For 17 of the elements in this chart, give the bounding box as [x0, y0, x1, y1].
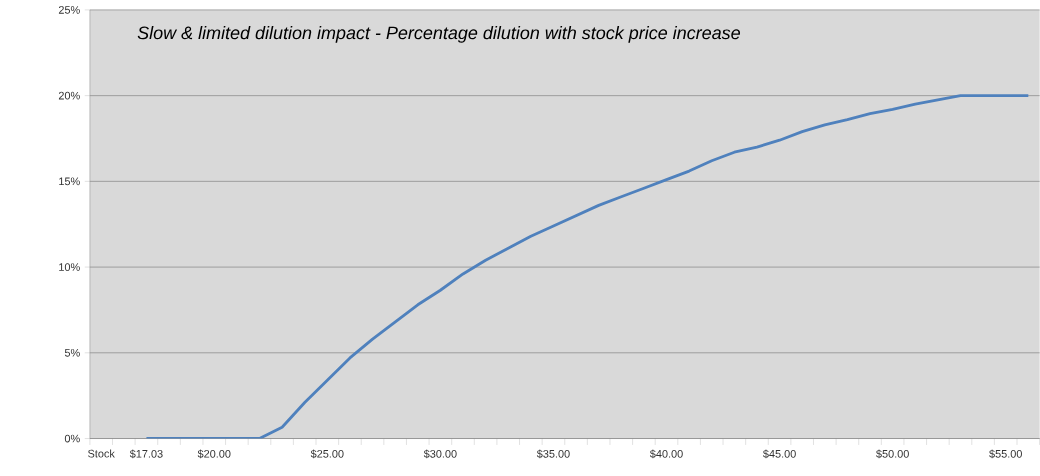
- x-tick-label: $50.00: [876, 449, 909, 459]
- x-tick-label: $40.00: [649, 449, 683, 459]
- y-tick-label: 15%: [59, 177, 80, 186]
- text: Slow & limited dilution impact - Percentage dilution with stock price increase: [137, 26, 741, 43]
- x-tick-label: $17.03: [129, 449, 163, 459]
- x-tick-label: $20.00: [197, 449, 231, 459]
- x-tick-label: $30.00: [423, 449, 457, 459]
- y-tick-label: 25%: [58, 6, 80, 14]
- x-tick-label: $25.00: [310, 449, 344, 459]
- x-tick-label: Stock: [88, 449, 115, 458]
- y-tick-label: 0%: [64, 434, 80, 443]
- x-tick-label: $35.00: [536, 449, 570, 459]
- x-tick-label: $55.00: [989, 449, 1022, 459]
- y-tick-label: 10%: [59, 263, 80, 272]
- y-tick-label: 5%: [64, 349, 80, 357]
- x-tick-label: $45.00: [763, 449, 796, 459]
- y-tick-label: 20%: [58, 91, 80, 100]
